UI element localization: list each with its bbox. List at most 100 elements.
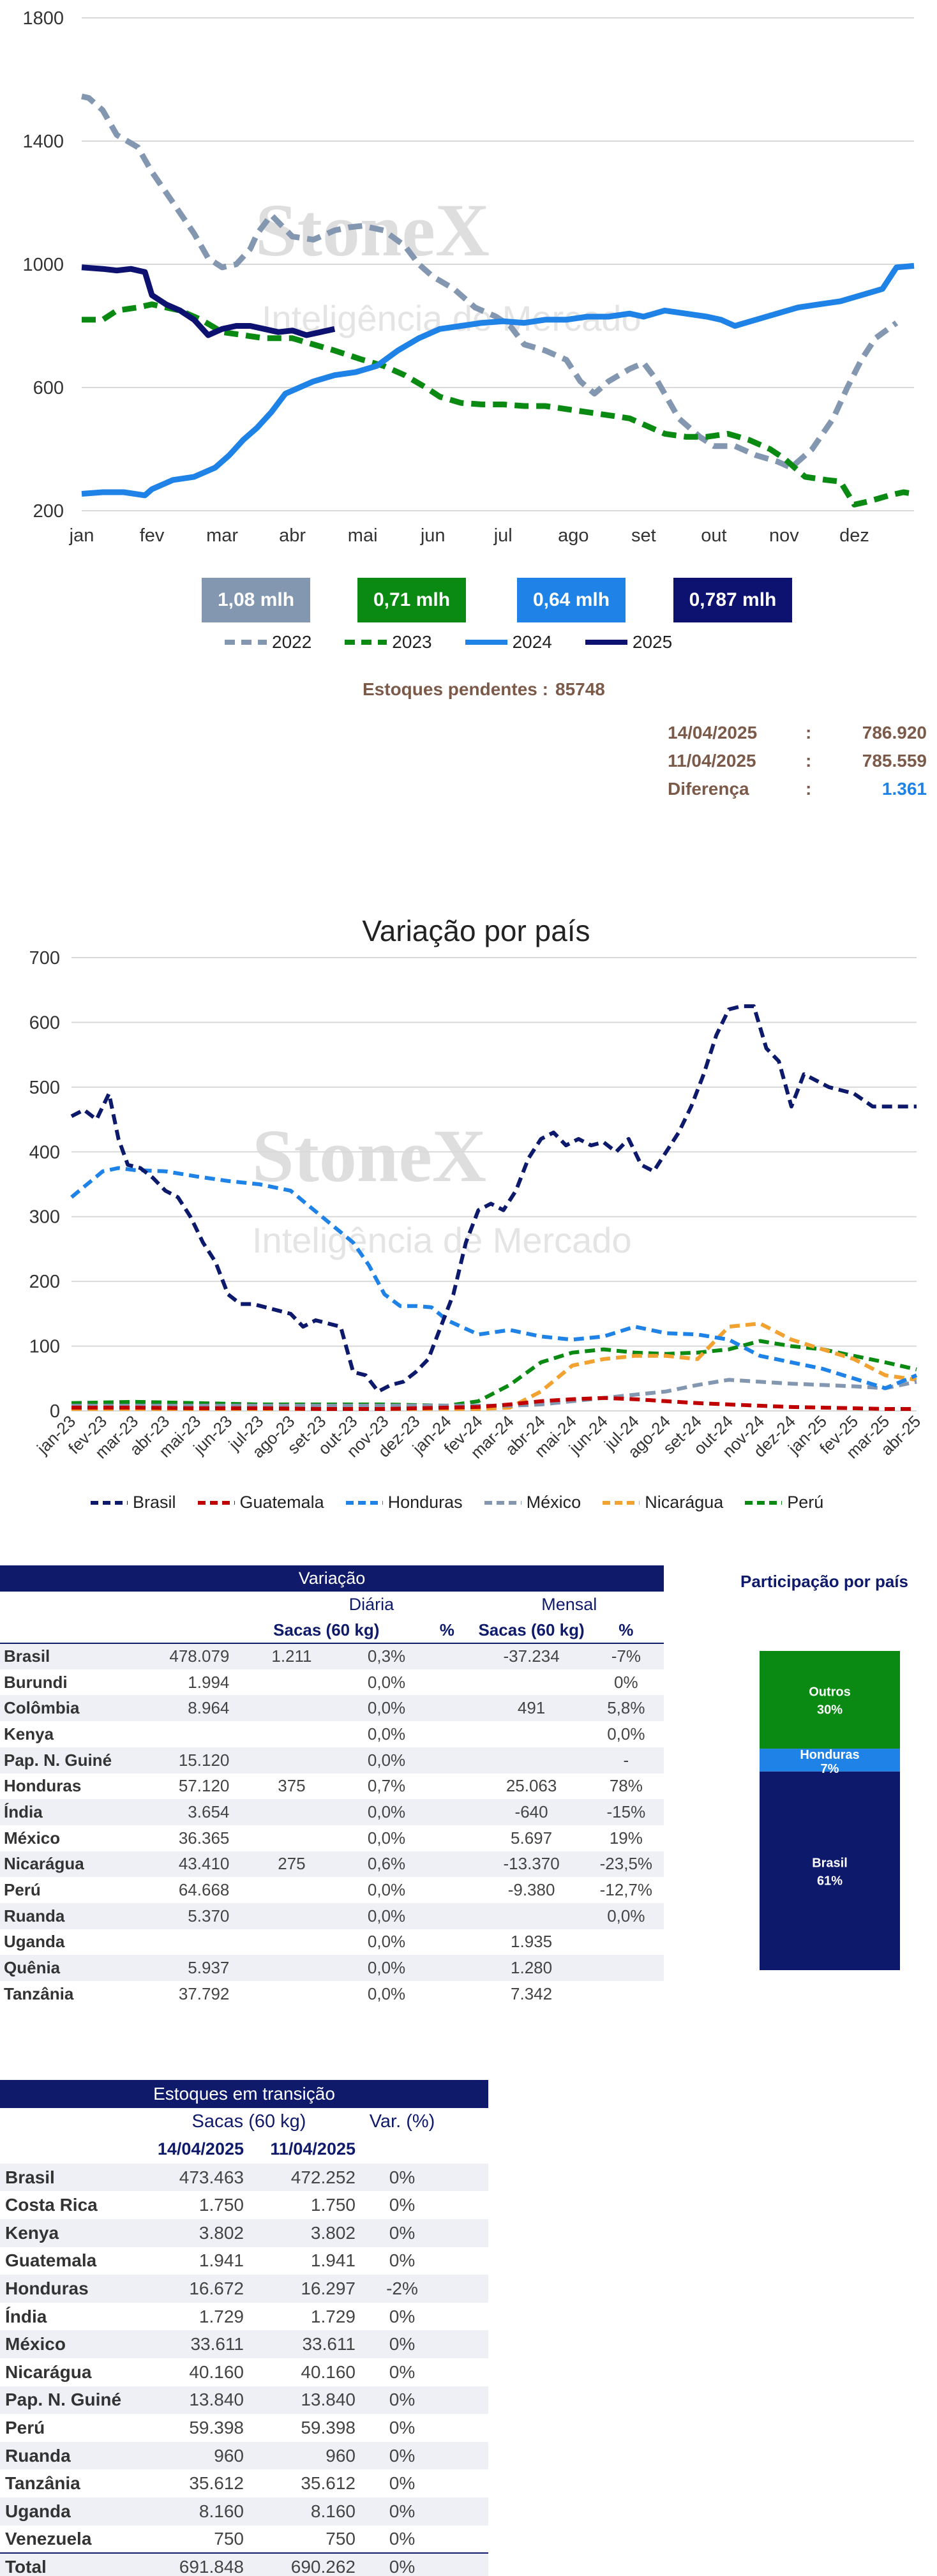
cell-spacer bbox=[444, 2247, 488, 2275]
legend-label-guatemala: Guatemala bbox=[239, 1493, 324, 1512]
x-tick-label: jun bbox=[420, 525, 446, 546]
x-tick-label: jan bbox=[69, 525, 94, 546]
table-row: Ruanda 5.370 0,0% 0,0% bbox=[0, 1902, 664, 1929]
cell-total: 43.410 bbox=[178, 1854, 230, 1874]
participacao-title: Participação por país bbox=[740, 1572, 908, 1591]
cell-v2: 40.160 bbox=[301, 2361, 356, 2382]
cell-name: Venezuela bbox=[5, 2528, 92, 2549]
col-var: Var. (%) bbox=[369, 2111, 435, 2132]
legend-item-honduras: Honduras bbox=[345, 1493, 463, 1512]
x-tick-label: dez bbox=[839, 525, 869, 546]
cell-var: 0% bbox=[389, 2417, 416, 2437]
cell-name: Ruanda bbox=[4, 1906, 65, 1925]
legend-item-2023: 2023 bbox=[343, 632, 432, 652]
cell-m-sacas: 25.063 bbox=[506, 1776, 557, 1796]
cell-d-pct: 0,0% bbox=[367, 1984, 406, 2003]
cell-var: 0% bbox=[389, 2390, 416, 2410]
cell-d-sacas bbox=[233, 1929, 350, 1955]
legend-item-2022: 2022 bbox=[223, 632, 311, 652]
cell-m-sacas: 1.935 bbox=[511, 1932, 553, 1952]
cell-var: 0% bbox=[389, 2361, 416, 2382]
cell-spacer bbox=[444, 2358, 488, 2386]
cell-name: Guatemala bbox=[5, 2250, 97, 2271]
cell-v1: 1.750 bbox=[199, 2195, 244, 2215]
col-sacas: Sacas (60 kg) bbox=[191, 2111, 306, 2132]
legend-label-peru: Perú bbox=[787, 1493, 824, 1512]
stack-segment-brasil bbox=[760, 1771, 900, 1970]
cell-v2: 13.840 bbox=[301, 2390, 356, 2410]
cell-name: México bbox=[5, 2334, 66, 2354]
cell-m-pct: -23,5% bbox=[599, 1854, 653, 1874]
group-diaria: Diária bbox=[349, 1594, 394, 1614]
table-row: Kenya 3.802 3.802 0% bbox=[0, 2218, 488, 2247]
summary-sep-0: : bbox=[806, 723, 812, 742]
x-tick-label: jul bbox=[493, 525, 513, 546]
cell-spacer bbox=[444, 2414, 488, 2442]
stock-line-chart: StoneX Inteligência de Mercado 200600100… bbox=[22, 8, 915, 546]
chart1-legend: 2022 2023 2024 2025 bbox=[223, 632, 678, 652]
cell-m-pct: -12,7% bbox=[599, 1880, 653, 1900]
cell-v1: 1.729 bbox=[199, 2306, 244, 2326]
cell-d-sacas bbox=[233, 1825, 350, 1851]
cell-d-pct_spacer bbox=[419, 1799, 474, 1825]
y-tick-label: 300 bbox=[29, 1207, 60, 1228]
cell-v1: 13.840 bbox=[189, 2390, 244, 2410]
cell-name: México bbox=[4, 1828, 61, 1848]
y-tick-label: 400 bbox=[29, 1142, 60, 1163]
cell-m-pct: 0,0% bbox=[607, 1724, 645, 1744]
table-row: Tanzânia 35.612 35.612 0% bbox=[0, 2469, 488, 2497]
cell-name: Kenya bbox=[4, 1724, 54, 1744]
cell-v2: 1.729 bbox=[310, 2306, 356, 2326]
legend-item-guatemala: Guatemala bbox=[197, 1493, 324, 1512]
cell-v1: 1.941 bbox=[199, 2250, 244, 2271]
table-row: Índia 3.654 0,0% -640 -15% bbox=[0, 1799, 664, 1825]
cell-name: Burundi bbox=[4, 1672, 68, 1692]
table-row: Total 691.848 690.262 0% bbox=[0, 2552, 488, 2576]
cell-d-pct: 0,0% bbox=[367, 1880, 406, 1900]
legend-item-brasil: Brasil bbox=[89, 1493, 176, 1512]
cell-var: 0% bbox=[389, 2334, 416, 2354]
table-row: Guatemala 1.941 1.941 0% bbox=[0, 2247, 488, 2275]
cell-v2: 472.252 bbox=[290, 2167, 356, 2187]
cell-v1: 8.160 bbox=[199, 2501, 244, 2521]
cell-name: Tanzânia bbox=[4, 1984, 74, 2003]
badge-2023: 0,71 mlh bbox=[357, 578, 466, 622]
cell-m-pct: 19% bbox=[609, 1828, 643, 1848]
legend-label-2023: 2023 bbox=[392, 632, 432, 652]
cell-m-sacas: -13.370 bbox=[503, 1854, 560, 1874]
cell-total: 36.365 bbox=[178, 1828, 230, 1848]
cell-v1: 35.612 bbox=[189, 2473, 244, 2494]
cell-v1: 40.160 bbox=[189, 2361, 244, 2382]
table-row: Uganda 0,0% 1.935 bbox=[0, 1929, 664, 1955]
x-tick-label: out bbox=[701, 525, 726, 546]
legend-item-2025: 2025 bbox=[584, 632, 672, 652]
cell-d-pct: 0,0% bbox=[367, 1698, 406, 1718]
table-row: Nicarágua 43.410 275 0,6% -13.370 -23,5% bbox=[0, 1851, 664, 1878]
x-tick-label: mai bbox=[348, 525, 378, 546]
table-row: Colômbia 8.964 0,0% 491 5,8% bbox=[0, 1695, 664, 1722]
y-tick-label: 1400 bbox=[22, 132, 64, 152]
cell-total bbox=[116, 1721, 233, 1747]
cell-v2: 690.262 bbox=[249, 2552, 361, 2576]
cell-d-pct: 0,0% bbox=[367, 1958, 406, 1978]
cell-var: 0% bbox=[389, 2445, 416, 2466]
cell-m-pct: - bbox=[623, 1750, 629, 1770]
stack-category-label: Outros bbox=[809, 1685, 851, 1699]
watermark-tagline-2: Inteligência de Mercado bbox=[252, 1220, 632, 1260]
cell-name: Nicarágua bbox=[5, 2361, 92, 2382]
cell-total: 5.937 bbox=[188, 1958, 230, 1978]
x-tick-label: abr bbox=[279, 525, 306, 546]
cell-d-pct: 0,0% bbox=[367, 1724, 406, 1744]
legend-item-peru: Perú bbox=[744, 1493, 823, 1512]
cell-spacer bbox=[444, 2330, 488, 2358]
series-line-brasil bbox=[70, 1004, 917, 1394]
cell-name: Kenya bbox=[5, 2222, 59, 2243]
cell-var: 0% bbox=[389, 2501, 416, 2521]
summary-value-0: 786.920 bbox=[862, 723, 927, 742]
stack-value-label: 7% bbox=[821, 1762, 839, 1776]
cell-total bbox=[116, 1929, 233, 1955]
cell-d-pct_spacer bbox=[419, 1825, 474, 1851]
country-line-chart: Variação por país StoneX Inteligência de… bbox=[29, 914, 925, 1462]
table-row: Uganda 8.160 8.160 0% bbox=[0, 2497, 488, 2526]
cell-v1: 960 bbox=[214, 2445, 244, 2466]
